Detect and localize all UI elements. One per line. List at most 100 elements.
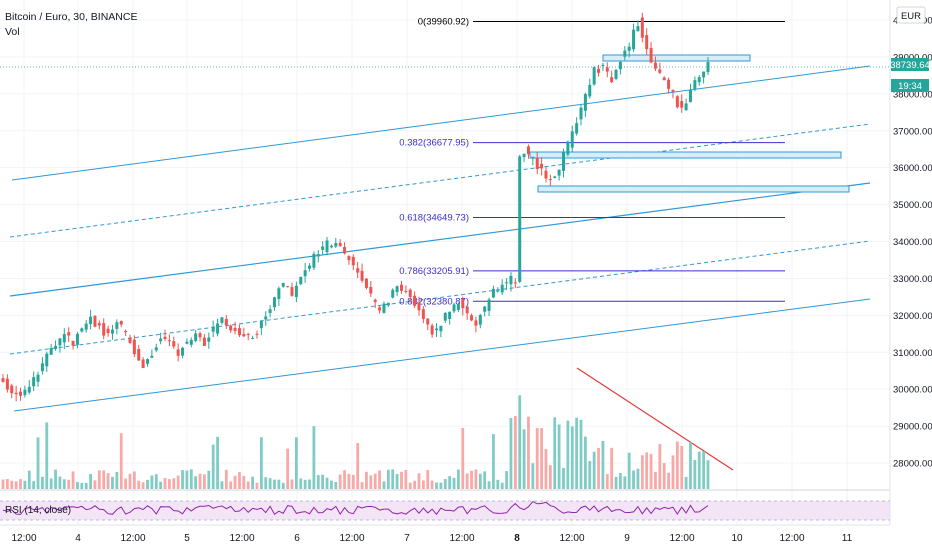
volume-bar [316,475,320,489]
channel-upper-line[interactable] [11,65,871,181]
candle-body [189,339,193,345]
volume-bar [408,482,412,489]
volume-bar [452,477,456,489]
time-tick-labels: 12:00 4 12:00 5 12:00 6 12:00 7 12:00 8 12:00 9 12:0… [11,533,852,544]
candle-body [461,298,465,309]
volume-bar [601,440,605,489]
candle-body [5,378,9,390]
candle-body [27,386,31,393]
currency-button-label[interactable]: EUR [901,11,921,22]
candle-body [62,334,66,343]
candle-body [19,391,23,396]
volume-bar [36,437,40,489]
volume-bar [400,471,403,489]
volume-bar [150,475,154,489]
volume-bar [62,479,66,489]
volume-bar [132,471,136,489]
volume-bar [605,474,609,489]
candle-body [36,374,40,382]
volume-trend-line[interactable] [576,367,734,471]
volume-bar [597,447,600,489]
candle-body [49,348,53,355]
candle-body [579,107,583,120]
candle-body [40,363,44,372]
candle-body [364,278,368,288]
volume-bar [163,478,167,489]
volume-bar [439,482,443,489]
channel-lower-median-line[interactable] [9,240,871,355]
volume-bar [251,476,254,489]
time-tick-label: 12:00 [339,533,364,544]
volume-bar [71,471,75,489]
candle-body [303,270,307,277]
candle-body [702,71,706,78]
candle-body [452,304,456,312]
candle-body [264,316,268,320]
volume-bar [562,467,565,489]
volume-bar [89,474,92,489]
volume-bar [119,433,123,489]
volume-bar [527,416,530,489]
candle-body [662,77,666,81]
volume-bar [54,469,57,489]
volume-bar [246,481,250,489]
volume-bar [649,453,653,489]
support-zone-upper[interactable] [529,151,842,159]
candle-body [233,327,237,331]
candle-body [71,340,75,346]
candle-body [667,79,671,89]
candle-body [413,295,417,306]
symbol-title[interactable]: Bitcoin / Euro, 30, BINANCE [5,11,137,23]
volume-bar [290,479,294,489]
candle-body [478,314,482,325]
volume-bar [509,417,513,489]
volume-bar [575,417,579,489]
volume-bar [640,455,644,489]
fibonacci-levels[interactable]: 0(39960.92) 0.382(36677.95) 0.618(34649.73… [399,16,785,307]
candle-body [421,309,425,319]
candle-body [404,290,408,292]
volume-bar [312,426,316,489]
volume-bar [544,448,548,489]
price-axis[interactable]: 40000.0039000.0038000.0037000.0036000.00… [889,0,932,525]
candle-body [487,299,491,311]
volume-legend-label[interactable]: Vol [5,26,20,38]
drawing-layer[interactable]: 0(39960.92) 0.382(36677.95) 0.618(34649.73… [9,16,871,471]
candle-body [627,46,631,51]
candle-body [597,68,601,73]
volume-bar [461,427,465,489]
candle-body [102,323,106,336]
currency-button[interactable] [896,6,926,24]
candle-body [557,169,561,176]
support-zone-lower[interactable] [537,185,850,193]
rsi-line [2,500,709,516]
volume-bar [281,482,285,489]
candle-body [194,333,198,342]
candle-body [544,170,548,179]
volume-bar [233,475,237,489]
volume-bar [465,473,469,489]
candle-body [334,243,338,247]
volume-bar [570,426,574,489]
candle-body [67,332,71,336]
candle-body [531,156,535,159]
candle-body [325,240,329,253]
volume-bar [448,476,452,489]
candle-body [386,302,390,306]
time-tick-label: 12:00 [559,533,584,544]
candle-body [216,323,220,334]
time-axis[interactable]: 12:00 4 12:00 5 12:00 6 12:00 7 12:00 8 12:00 9 12:0… [0,524,890,544]
volume-bar [702,451,706,489]
candle-body [343,247,347,254]
rsi-pane[interactable]: RSI (14, close) [0,489,890,521]
volume-bar [697,451,701,489]
candle-body [75,333,79,345]
volume-bar [172,478,176,489]
candle-body [618,61,622,70]
volume-bar [5,479,9,489]
volume-bar [579,419,583,489]
resistance-zone[interactable] [602,54,751,62]
channel-middle-line[interactable] [9,182,871,297]
channel-lower-line[interactable] [13,298,871,412]
